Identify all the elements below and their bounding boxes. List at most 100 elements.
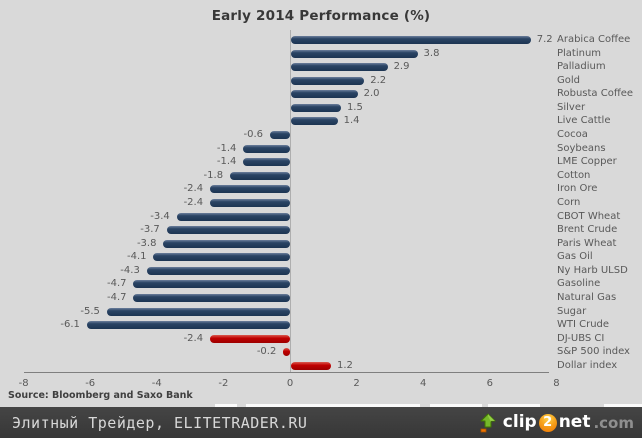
bar-iron-ore [210, 185, 290, 194]
bar-cotton [230, 171, 290, 180]
footer-bar: Элитный Трейдер, ELITETRADER.RU clip 2 n… [0, 407, 642, 438]
category-label: Cotton [557, 169, 591, 181]
bar-arabica-coffee [291, 36, 531, 44]
bar-s-p-500-index [283, 348, 290, 357]
category-label: LME Copper [557, 156, 617, 168]
category-label: Gasoline [557, 278, 601, 290]
logo-text-net: net [558, 412, 591, 432]
logo-text-2: 2 [538, 413, 557, 432]
value-label: -0.2 [256, 346, 277, 358]
value-label: -2.4 [183, 183, 204, 195]
x-tick-label: 2 [353, 378, 360, 389]
chart-title: Early 2014 Performance (%) [211, 8, 431, 24]
bar-live-cattle [291, 117, 338, 126]
value-label: -3.7 [140, 224, 160, 236]
value-label: 2.0 [363, 88, 380, 100]
x-tick-label: 4 [420, 378, 427, 389]
value-label: -3.8 [136, 237, 157, 249]
source-note: Source: Bloomberg and Saxo Bank [8, 390, 193, 401]
zero-axis-line [290, 30, 291, 372]
value-label: -5.5 [80, 305, 100, 317]
site-credit-label: Элитный Трейдер, ELITETRADER.RU [12, 413, 308, 432]
bar-cbot-wheat [176, 212, 290, 221]
category-label: Iron Ore [557, 183, 598, 195]
bar-gas-oil [153, 253, 290, 262]
bar-cocoa [270, 131, 290, 140]
bar-dj-ubs-ci [210, 334, 290, 343]
bar-wti-crude [86, 321, 290, 330]
x-tick-label: 0 [286, 378, 294, 389]
screenshot-artifact [430, 404, 482, 407]
value-label: 3.8 [423, 47, 440, 59]
category-label: CBOT Wheat [557, 210, 621, 222]
value-label: -1.8 [203, 169, 224, 181]
screenshot-artifact [488, 404, 540, 407]
category-label: Sugar [557, 305, 587, 317]
bar-dollar-index [291, 361, 331, 370]
logo-text-clip: clip [502, 412, 537, 432]
category-label: Arabica Coffee [557, 34, 631, 45]
bar-natural-gas [133, 294, 290, 303]
upload-arrow-icon [478, 413, 500, 433]
bar-paris-wheat [163, 239, 290, 248]
bar-sugar [106, 307, 290, 316]
category-label: Dollar index [557, 359, 618, 371]
bar-robusta-coffee [291, 90, 358, 99]
category-label: WTI Crude [557, 319, 610, 331]
value-label: 2.9 [393, 61, 410, 73]
value-label: -4.7 [106, 292, 127, 304]
bar-lme-copper [243, 158, 290, 167]
screenshot-artifact [604, 404, 642, 407]
x-axis-line [23, 372, 550, 373]
value-label: -1.4 [216, 156, 237, 168]
value-label: 1.4 [343, 115, 360, 127]
bar-gold [291, 76, 365, 85]
value-label: 1.5 [346, 101, 363, 113]
bar-platinum [291, 49, 418, 58]
category-label: Palladium [557, 61, 606, 73]
x-tick-label: 8 [553, 378, 560, 389]
value-label: -2.4 [183, 196, 204, 208]
category-label: Soybeans [557, 142, 606, 154]
bar-gasoline [133, 280, 290, 289]
screenshot-artifact [246, 404, 420, 407]
bar-soybeans [243, 144, 290, 153]
bar-corn [210, 198, 290, 207]
value-label: 7.2 [536, 34, 553, 45]
bar-ny-harb-ulsd [146, 266, 290, 275]
bar-silver [291, 103, 341, 112]
x-tick-label: -4 [151, 378, 162, 389]
category-label: Live Cattle [557, 115, 611, 127]
value-label: -0.6 [243, 129, 264, 141]
value-label: -4.3 [120, 264, 140, 276]
x-tick-label: -2 [218, 378, 229, 389]
category-label: Cocoa [557, 129, 588, 141]
category-label: Paris Wheat [557, 237, 617, 249]
category-label: Platinum [557, 47, 602, 59]
value-label: -6.1 [60, 319, 80, 331]
x-tick-label: -8 [18, 378, 29, 389]
category-label: Brent Crude [557, 224, 618, 236]
category-label: Natural Gas [557, 292, 617, 304]
clip2net-logo[interactable]: clip 2 net .com [478, 413, 634, 433]
logo-text-com: .com [593, 413, 634, 432]
category-label: Gas Oil [557, 251, 593, 263]
bar-brent-crude [166, 226, 290, 235]
x-tick-label: 6 [486, 378, 493, 389]
value-label: -1.4 [216, 142, 237, 154]
category-label: DJ-UBS CI [557, 332, 605, 344]
value-label: 2.2 [370, 74, 387, 86]
value-label: -2.4 [183, 332, 204, 344]
screenshot-artifact [215, 404, 237, 407]
x-tick-label: -6 [85, 378, 96, 389]
category-label: S&P 500 index [557, 346, 630, 358]
value-label: -3.4 [150, 210, 170, 222]
bar-palladium [291, 63, 388, 72]
category-label: Silver [557, 101, 586, 113]
value-label: -4.1 [126, 251, 147, 263]
value-label: -4.7 [106, 278, 127, 290]
category-label: Robusta Coffee [557, 88, 634, 100]
value-label: 1.2 [336, 359, 353, 371]
